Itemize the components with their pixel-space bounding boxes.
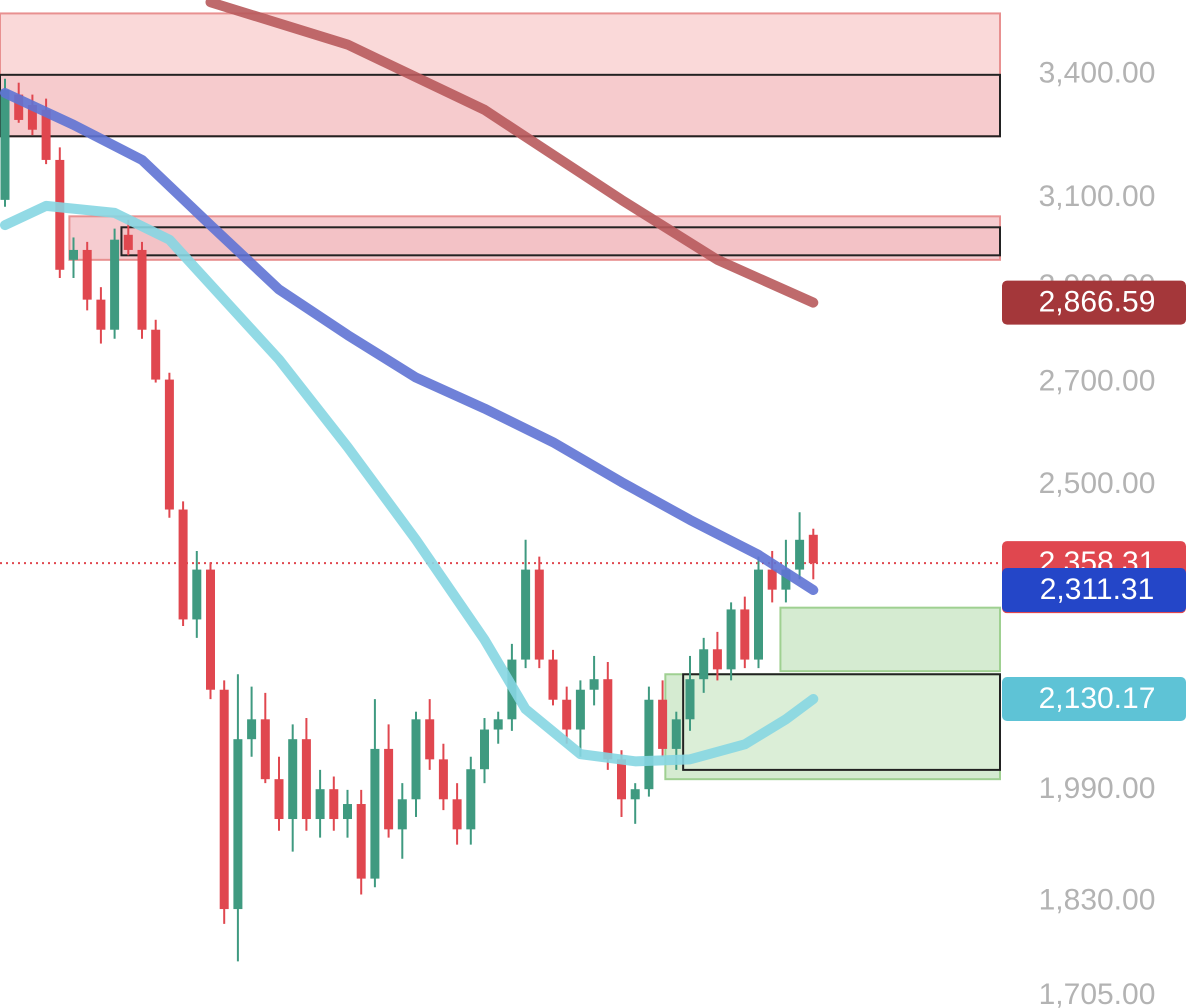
candle-body xyxy=(69,249,78,260)
candle-body xyxy=(548,659,558,700)
candle-body xyxy=(397,799,407,830)
price-label: 2,130.17 xyxy=(1039,682,1156,715)
price-label: 2,311.31 xyxy=(1040,573,1155,606)
candle-body xyxy=(137,249,147,330)
candle-body xyxy=(452,799,462,830)
candle-body xyxy=(164,379,174,510)
price-label-box xyxy=(1002,568,1186,613)
moving-average xyxy=(0,200,819,767)
candle-body xyxy=(795,539,805,570)
candle-body xyxy=(521,569,531,660)
candle-body xyxy=(589,679,599,690)
candle-body xyxy=(617,759,626,800)
y-tick-label: 1,830.00 xyxy=(1039,884,1156,917)
candle-body xyxy=(767,569,777,590)
y-tick-label: 2,500.00 xyxy=(1039,467,1156,500)
y-tick-label: 2,700.00 xyxy=(1039,364,1156,397)
candle-body xyxy=(233,739,243,910)
price-label-box xyxy=(1002,280,1186,325)
candle-body xyxy=(27,104,37,130)
candle-body xyxy=(370,748,380,879)
y-tick-label: 1,705.00 xyxy=(1039,978,1156,1008)
candle-body xyxy=(644,699,654,790)
candle-body xyxy=(740,609,750,660)
candle-body xyxy=(219,689,229,910)
candle-body xyxy=(808,534,818,564)
candle-body xyxy=(151,329,161,380)
candle-body xyxy=(315,789,325,820)
candle-body xyxy=(356,804,366,879)
candle-body xyxy=(343,804,352,820)
candle-body xyxy=(82,249,92,300)
candle-body xyxy=(41,109,51,160)
candle-body xyxy=(384,748,394,830)
candle-body xyxy=(247,719,257,740)
zone xyxy=(664,673,1002,781)
candle-body xyxy=(301,739,311,820)
candle-body xyxy=(288,739,298,820)
candle-body xyxy=(178,509,188,620)
zone xyxy=(682,673,1002,771)
candle-body xyxy=(0,89,10,200)
price-label: 2,866.59 xyxy=(1039,286,1156,319)
candle-body xyxy=(754,569,763,660)
candle-body xyxy=(534,569,544,660)
candle-body xyxy=(329,789,339,820)
candle-body xyxy=(781,569,791,590)
candle-body xyxy=(110,239,120,330)
price-label-box xyxy=(1002,676,1186,721)
y-tick-label: 1,990.00 xyxy=(1039,772,1156,805)
candle-body xyxy=(685,679,695,720)
moving-average xyxy=(0,88,819,596)
y-tick-label: 3,400.00 xyxy=(1039,57,1156,90)
candle-body xyxy=(480,729,489,770)
candle-body xyxy=(726,609,736,670)
candle-body xyxy=(192,569,202,620)
candle-body xyxy=(658,699,668,749)
candle-body xyxy=(411,719,421,800)
candle-body xyxy=(96,299,106,330)
candle-body xyxy=(466,769,476,830)
candle-body xyxy=(630,789,640,800)
candle-body xyxy=(206,569,215,690)
candle-body xyxy=(603,679,613,760)
candle-body xyxy=(123,234,133,250)
candle-body xyxy=(575,689,585,730)
candle-body xyxy=(438,759,448,800)
candle-body xyxy=(712,649,722,670)
candle-body xyxy=(425,719,435,760)
candle-body xyxy=(699,649,709,680)
zone xyxy=(779,606,1001,673)
candle-body xyxy=(671,719,681,749)
y-tick-label: 3,100.00 xyxy=(1039,180,1156,213)
candle-body xyxy=(493,719,503,730)
candle-body xyxy=(274,779,284,820)
candle-body xyxy=(55,159,65,270)
candle-body xyxy=(562,699,572,730)
candle-body xyxy=(260,719,270,780)
zone xyxy=(0,73,1001,138)
moving-average xyxy=(205,0,819,308)
candle-body xyxy=(14,94,24,120)
zone xyxy=(120,226,1001,257)
